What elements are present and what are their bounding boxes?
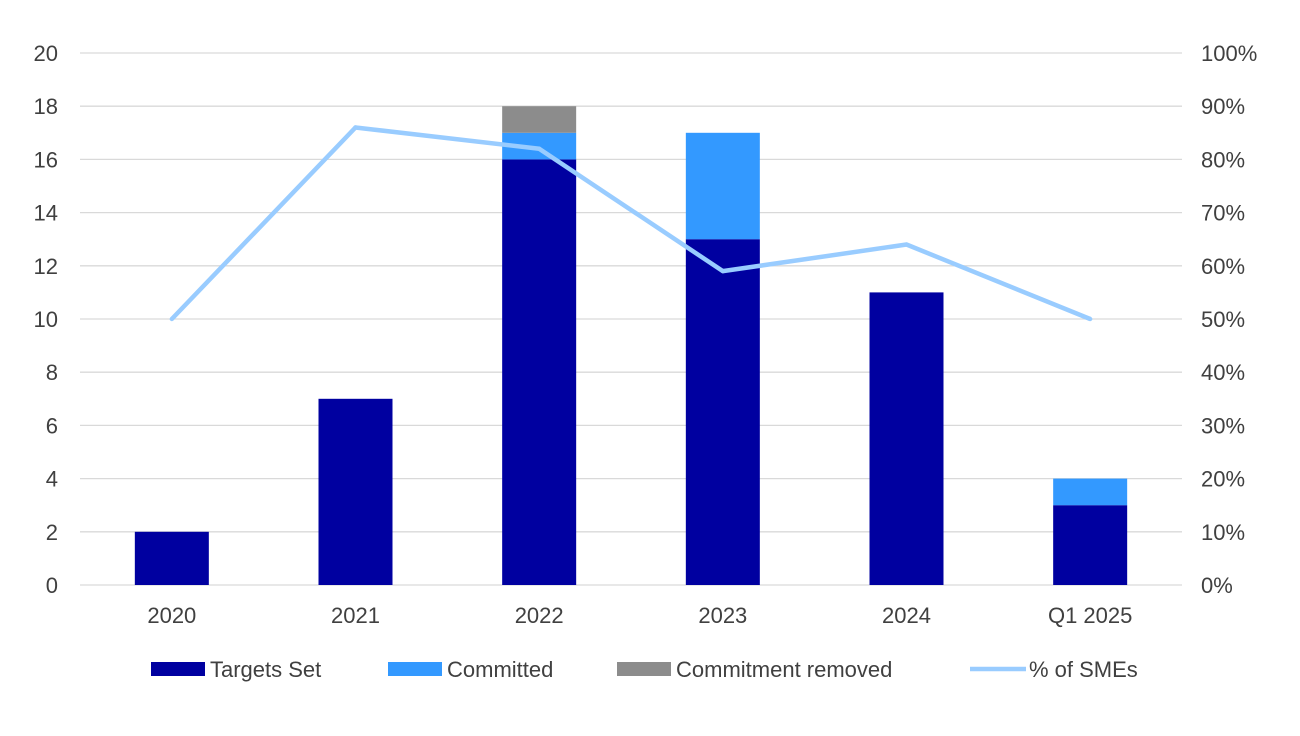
y-right-tick-label: 60%: [1201, 254, 1245, 279]
y-left-tick-label: 10: [34, 307, 58, 332]
y-left-tick-label: 20: [34, 41, 58, 66]
legend-label--of-smes: % of SMEs: [1029, 657, 1138, 682]
legend-swatch-targets-set: [151, 662, 205, 676]
bar-committed: [1053, 478, 1128, 506]
x-tick-label: 2022: [515, 603, 564, 628]
x-tick-label: Q1 2025: [1048, 603, 1132, 628]
bar-committed: [685, 132, 760, 240]
y-left-tick-label: 4: [46, 467, 58, 492]
line-series: [169, 125, 1093, 322]
y-right-tick-label: 40%: [1201, 360, 1245, 385]
bar-targets-set: [869, 292, 944, 585]
legend-swatch-commitment-removed: [617, 662, 671, 676]
x-tick-label: 2024: [882, 603, 931, 628]
legend-swatch-committed: [388, 662, 442, 676]
bar-targets-set: [502, 159, 577, 585]
y-right-tick-label: 0%: [1201, 573, 1233, 598]
line-point: [1087, 316, 1093, 322]
line-point: [720, 268, 726, 274]
y-left-tick-label: 14: [34, 201, 58, 226]
line-point: [904, 242, 909, 247]
legend-label-targets-set: Targets Set: [210, 657, 321, 682]
y-left-tick-label: 6: [46, 413, 58, 438]
y-right-tick-label: 20%: [1201, 467, 1245, 492]
gridlines: [80, 52, 1182, 586]
y-right-tick-label: 100%: [1201, 41, 1257, 66]
y-right-tick-label: 30%: [1201, 413, 1245, 438]
bar-targets-set: [1053, 505, 1128, 585]
x-tick-label: 2021: [331, 603, 380, 628]
legend: Targets Set Committed Commitment removed % …: [151, 657, 1138, 682]
y-right-tick-label: 50%: [1201, 307, 1245, 332]
legend-label-committed: Committed: [447, 657, 553, 682]
line-point: [353, 125, 358, 130]
y-left-tick-label: 12: [34, 254, 58, 279]
y-right-tick-label: 90%: [1201, 94, 1245, 119]
y-right-tick-label: 70%: [1201, 201, 1245, 226]
y-left-tick-label: 2: [46, 520, 58, 545]
line-percent-of-smes: [170, 125, 1092, 322]
axes: 0 2 4 6 8 10 12 14 16 18 20 0% 10% 20% 30% 40% 50% 60% 70%…: [34, 41, 1258, 628]
line-point: [536, 146, 542, 151]
y-left-tick-label: 0: [46, 573, 58, 598]
x-tick-label: 2020: [147, 603, 196, 628]
y-left-tick-label: 18: [34, 94, 58, 119]
line-point: [169, 316, 175, 322]
legend-label-commitment-removed: Commitment removed: [676, 657, 892, 682]
bars: [134, 106, 1128, 585]
bar-targets-set: [134, 531, 209, 585]
bar-commitment-removed: [502, 106, 577, 133]
x-tick-label: 2023: [698, 603, 747, 628]
y-right-tick-label: 80%: [1201, 147, 1245, 172]
y-left-tick-label: 16: [34, 147, 58, 172]
bar-targets-set: [685, 239, 760, 585]
y-left-tick-label: 8: [46, 360, 58, 385]
bar-targets-set: [318, 398, 393, 585]
y-right-tick-label: 10%: [1201, 520, 1245, 545]
